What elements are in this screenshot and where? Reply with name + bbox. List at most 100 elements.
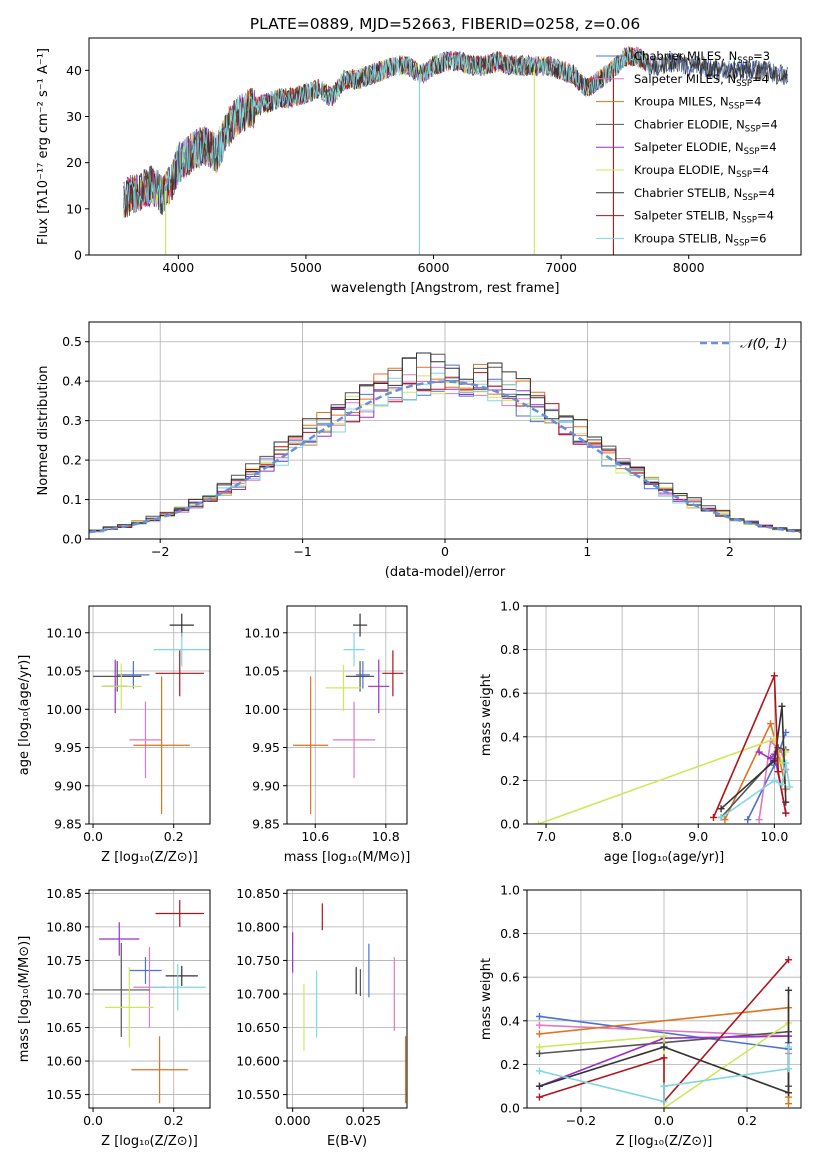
weight-series-7 [720,706,787,810]
plot-area [293,613,404,815]
weight-marker [721,816,729,824]
x-tick-label: −1 [293,544,311,559]
x-tick-label: 2 [726,544,734,559]
y-tick-label: 0.2 [62,453,82,468]
weight-marker [660,1082,668,1090]
y-tick-label: 10 [66,201,82,216]
x-tick-label: 7.0 [536,829,556,844]
y-tick-label: 0.4 [500,729,520,744]
y-tick-label: 10.70 [46,986,82,1001]
weight-marker [709,813,717,821]
x-tick-label: 8000 [673,260,705,275]
panel-mass-vs-Z: 0.0 0.2 10.55 10.60 10.65 10.70 10.75 10.80 10.8… [17,886,211,1149]
weight-marker [770,672,778,680]
y-tick-label: 0.0 [62,532,82,547]
normal-reference-curve [89,380,801,534]
legend-label: Kroupa STELIB, NSSP=6 [634,231,766,248]
x-tick-label: 7000 [545,260,577,275]
weight-series-7 [539,990,790,1094]
weight-marker [535,1093,543,1101]
y-tick-label: 10.750 [236,953,280,968]
x-tick-label: 10.0 [760,829,788,844]
errorbar-point [149,963,206,1011]
x-axis-label: Z [log₁₀(Z/Z⊙)] [616,1134,713,1149]
legend-item: Salpeter MILES, NSSP=4 [596,72,769,89]
y-axis-label: mass weight [479,674,494,756]
y-tick-label: 0.4 [500,1013,520,1028]
y-tick-label: 10.800 [236,919,280,934]
x-axis-label: Z [log₁₀(Z/Z⊙)] [101,1134,198,1149]
weight-marker [755,748,763,756]
spectrum-series-4 [123,46,789,218]
errorbar-point [129,957,162,984]
weight-marker [744,816,752,824]
x-tick-label: 0.2 [164,829,184,844]
weight-marker [660,1054,668,1062]
y-axis-label: Flux [fλ10⁻¹⁷ erg cm⁻² s⁻¹ A⁻¹] [36,48,51,245]
x-tick-label: 0 [441,544,449,559]
legend-item: Chabrier STELIB, NSSP=4 [596,186,775,203]
y-tick-label: 0.1 [62,492,82,507]
errorbar-point [343,632,365,667]
x-tick-label: 0.2 [737,1113,757,1128]
y-tick-label: 10.85 [46,886,82,901]
errorbar-point [105,967,154,1048]
panel-residual-hist: −2 −1 0 1 2 0.0 0.1 0.2 0.3 0.4 0.5 (data-model)/er… [36,321,802,580]
weight-marker [785,1100,793,1108]
plot-area [89,352,801,534]
y-axis-label: mass weight [479,958,494,1040]
x-tick-label: 8.0 [612,829,632,844]
weight-marker [778,781,786,789]
weight-marker [770,757,778,765]
y-tick-label: 20 [66,155,82,170]
spectrum-series-9 [123,47,651,214]
weight-marker [535,1050,543,1057]
y-tick-label: 0.0 [500,1101,520,1116]
weight-marker [767,755,775,763]
y-tick-label: 9.85 [252,817,280,832]
weight-marker [785,1043,793,1051]
legend-label: Kroupa MILES, NSSP=4 [634,95,761,112]
y-tick-label: 9.95 [252,740,280,755]
axes-frame [88,37,802,256]
errorbar-point [93,942,150,1037]
x-tick-label: 9.0 [688,829,708,844]
weight-marker [785,986,793,994]
y-tick-label: 9.90 [252,778,280,793]
legend-item: Kroupa ELODIE, NSSP=4 [596,163,769,180]
x-tick-label: 6000 [418,260,450,275]
axes-frame [286,889,408,1109]
weight-marker [785,1065,793,1073]
y-tick-label: 10.650 [236,1020,280,1035]
weight-marker [717,805,725,813]
x-tick-label: −0.2 [566,1113,596,1128]
y-tick-label: 9.95 [54,740,82,755]
legend-item: Chabrier MILES, NSSP=3 [596,49,770,66]
y-axis-label: mass [log₁₀(M/M⊙)] [17,936,32,1063]
y-tick-label: 0.4 [62,374,82,389]
weight-marker [535,1082,543,1090]
y-tick-label: 10.10 [46,625,82,640]
x-tick-label: 4000 [162,260,194,275]
weight-series-4 [720,746,787,819]
plot-area [292,903,407,1104]
x-axis-label: (data-model)/error [385,565,506,580]
errorbar-point [133,676,190,815]
x-tick-label: 5000 [290,260,322,275]
panel-age-vs-mass: 10.6 10.8 9.85 9.90 9.95 10.00 10.05 10.10 mass … [244,605,410,865]
x-tick-label: 0.025 [345,1113,381,1128]
histogram-series-7 [89,352,801,533]
y-tick-label: 10.00 [244,702,280,717]
y-tick-label: 10.10 [244,625,280,640]
x-tick-label: 0.0 [654,1113,674,1128]
weight-marker [534,820,542,824]
weight-marker [660,1097,668,1105]
legend-item: Salpeter ELODIE, NSSP=4 [596,140,777,157]
errorbar-point [368,659,390,714]
weight-marker [782,809,790,817]
weight-series-8 [712,675,787,818]
axes-frame [88,889,211,1109]
axes-frame [88,605,211,825]
panel-mass-vs-ebv: 0.000 0.025 10.550 10.600 10.650 10.700 10.750… [236,886,408,1149]
